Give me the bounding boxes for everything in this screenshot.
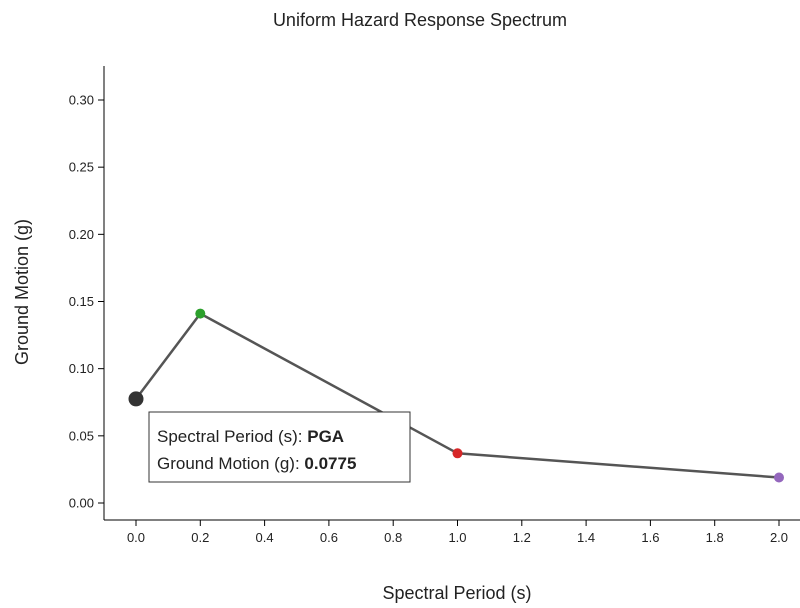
x-tick-label: 0.4 <box>256 530 274 545</box>
tooltip-line1: Spectral Period (s): PGA <box>157 427 344 446</box>
x-tick-label: 0.6 <box>320 530 338 545</box>
x-tick-label: 1.2 <box>513 530 531 545</box>
tooltip-motion-value: 0.0775 <box>304 454 356 473</box>
x-tick-label: 1.8 <box>706 530 724 545</box>
x-tick-label: 0.0 <box>127 530 145 545</box>
x-tick-label: 2.0 <box>770 530 788 545</box>
y-tick-label: 0.30 <box>69 93 94 108</box>
y-tick-label: 0.00 <box>69 496 94 511</box>
tooltip-line2: Ground Motion (g): 0.0775 <box>157 454 356 473</box>
y-tick-label: 0.10 <box>69 361 94 376</box>
y-ticks: 0.00 0.05 0.10 0.15 0.20 0.25 0.30 <box>69 93 104 511</box>
data-point[interactable] <box>774 472 784 483</box>
x-ticks: 0.0 0.2 0.4 0.6 0.8 1.0 1.2 1.4 1.6 1.8 2.0 <box>127 520 788 545</box>
x-tick-label: 1.4 <box>577 530 595 545</box>
x-tick-label: 0.8 <box>384 530 402 545</box>
data-point[interactable] <box>195 308 206 319</box>
y-tick-label: 0.20 <box>69 227 94 242</box>
x-axis-label: Spectral Period (s) <box>382 583 531 603</box>
tooltip-motion-label: Ground Motion (g): <box>157 454 304 473</box>
tooltip-period-label: Spectral Period (s): <box>157 427 307 446</box>
chart-title: Uniform Hazard Response Spectrum <box>273 10 567 30</box>
x-tick-label: 0.2 <box>191 530 209 545</box>
y-axis-label: Ground Motion (g) <box>12 219 32 365</box>
tooltip: Spectral Period (s): PGA Ground Motion (… <box>148 411 411 483</box>
tooltip-period-value: PGA <box>307 427 344 446</box>
series-line <box>135 311 780 479</box>
y-tick-label: 0.25 <box>69 160 94 175</box>
y-tick-label: 0.15 <box>69 294 94 309</box>
y-tick-label: 0.05 <box>69 428 94 443</box>
x-tick-label: 1.0 <box>448 530 466 545</box>
x-tick-label: 1.6 <box>641 530 659 545</box>
tooltip-box <box>148 411 411 483</box>
data-points <box>128 308 784 483</box>
data-point[interactable] <box>128 391 144 407</box>
data-point[interactable] <box>452 448 463 459</box>
